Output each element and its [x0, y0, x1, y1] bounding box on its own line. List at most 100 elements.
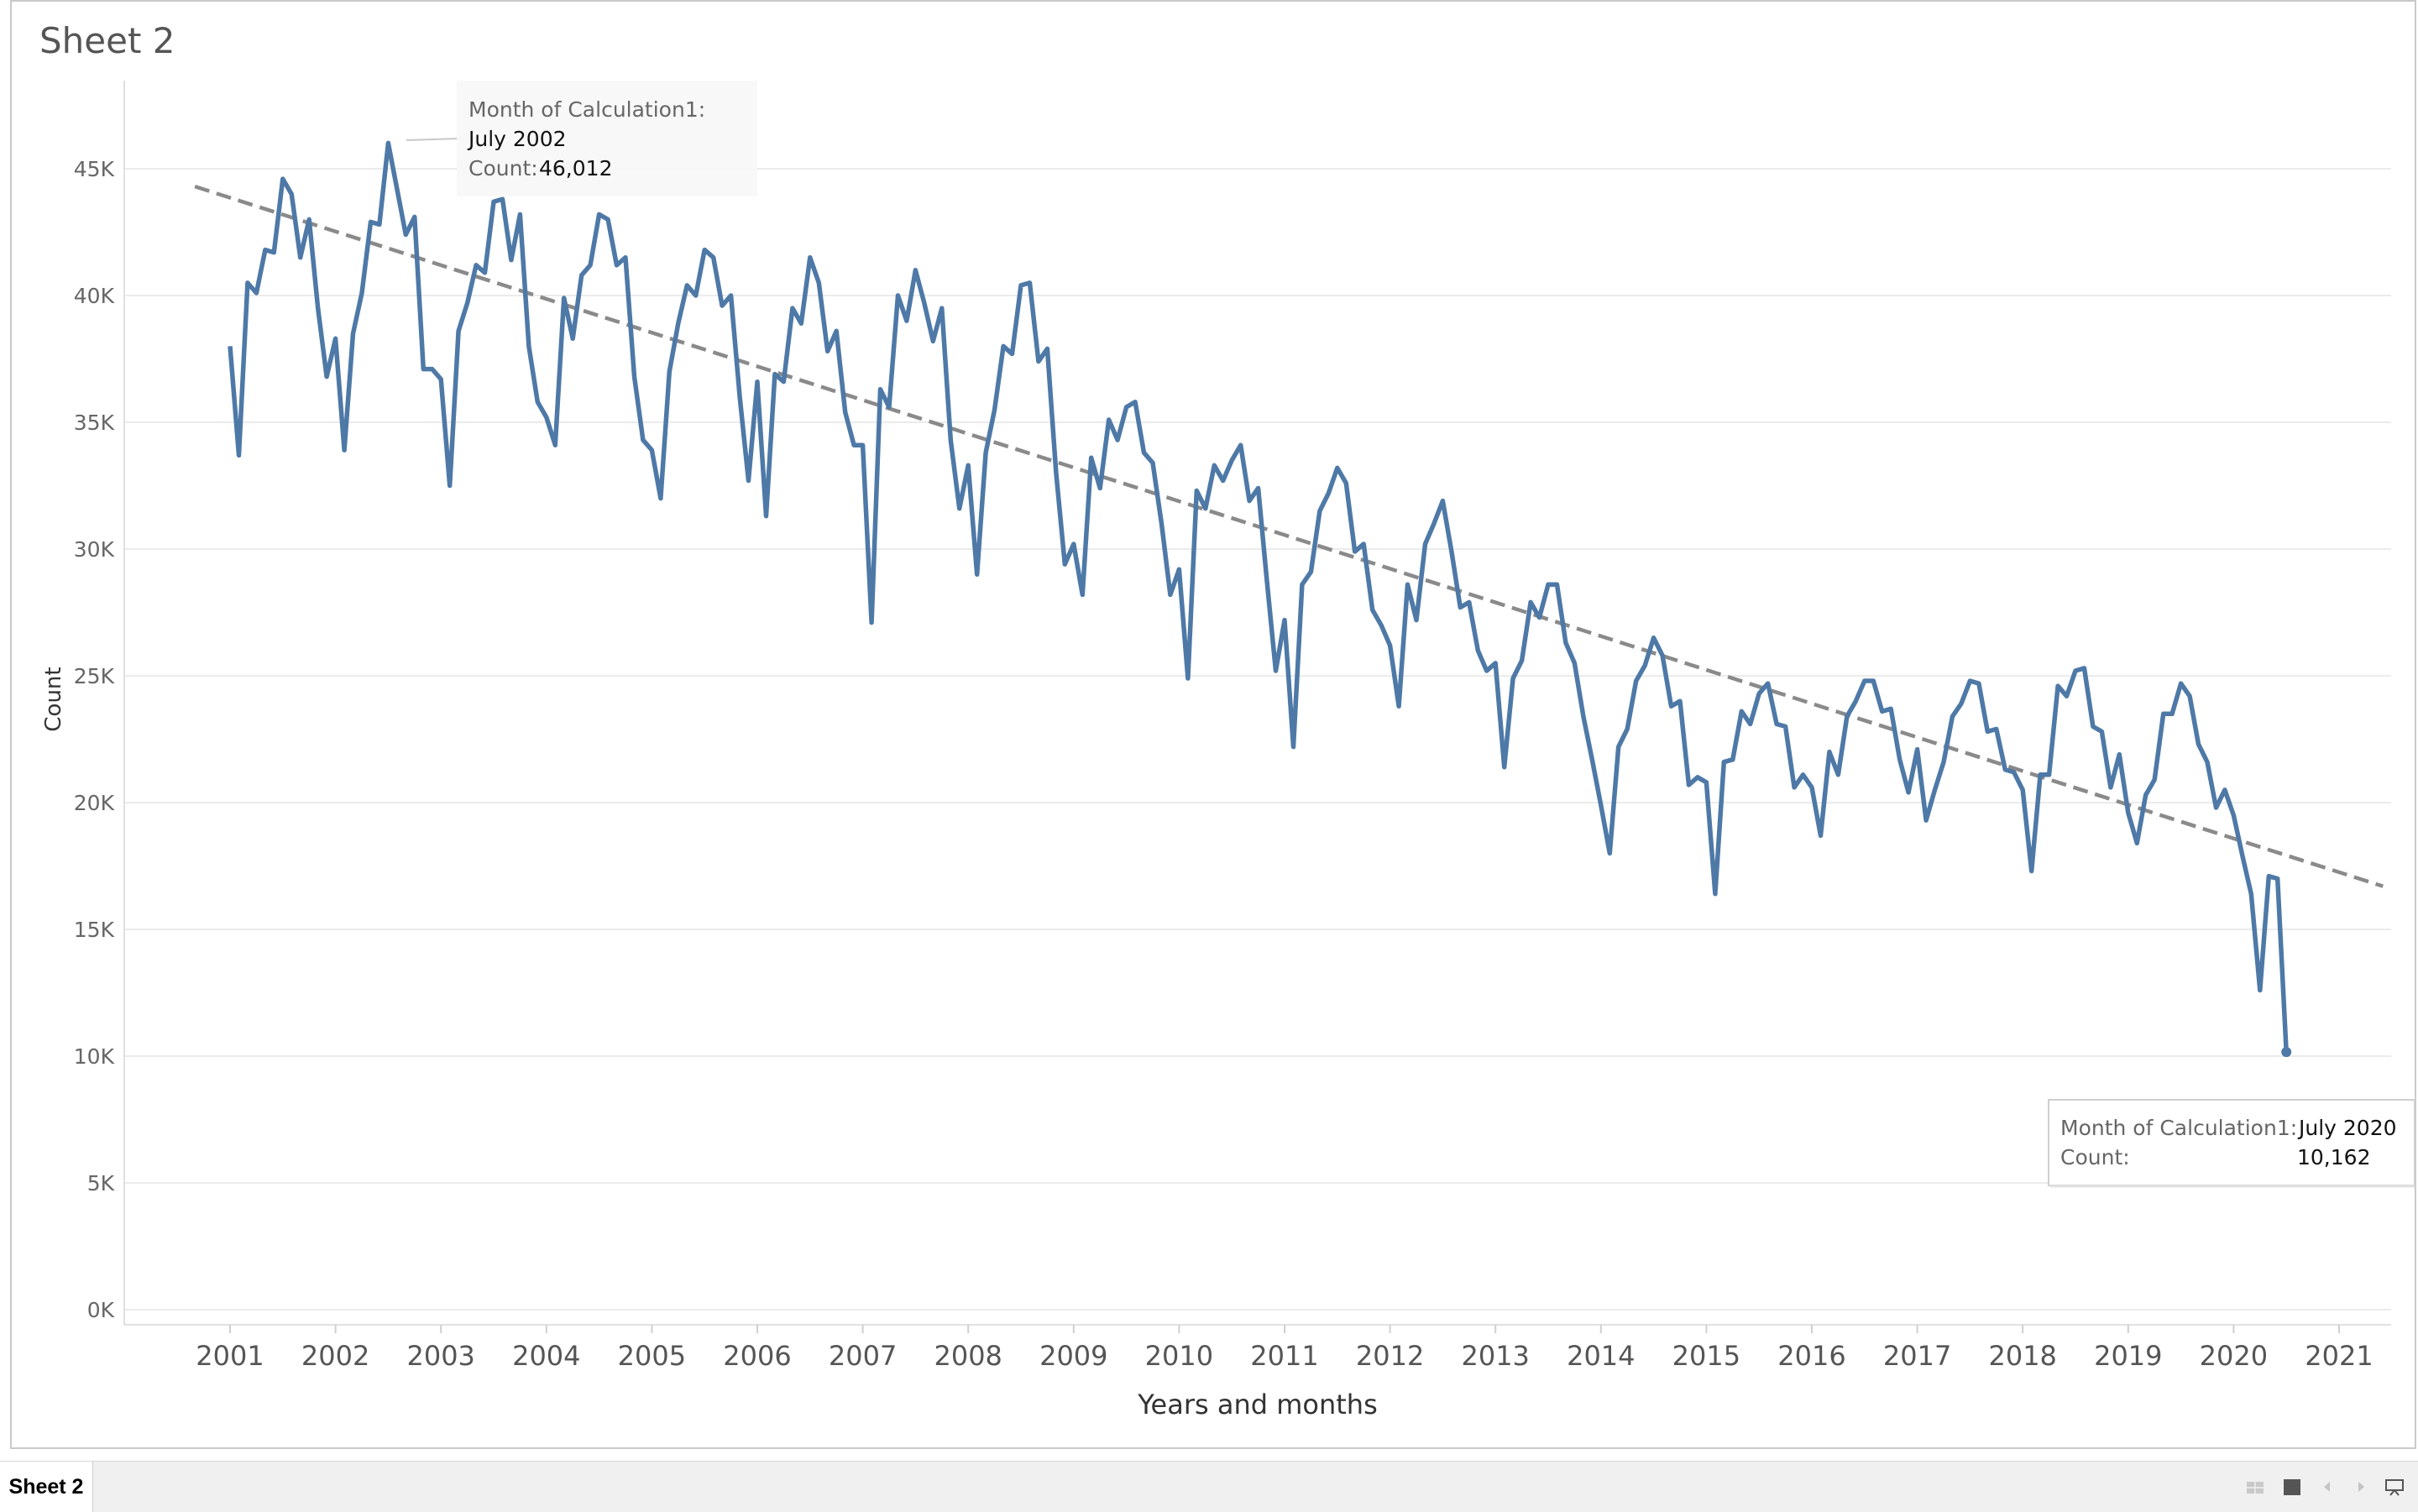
- data-point[interactable]: [1493, 661, 1498, 666]
- data-point[interactable]: [2152, 777, 2157, 782]
- data-point[interactable]: [1274, 668, 1279, 673]
- data-point[interactable]: [1353, 549, 1358, 554]
- data-point[interactable]: [1212, 463, 1217, 468]
- data-point[interactable]: [2258, 987, 2263, 992]
- data-point[interactable]: [1730, 757, 1735, 762]
- data-point[interactable]: [2055, 683, 2060, 688]
- data-point[interactable]: [1888, 706, 1893, 711]
- data-point[interactable]: [1941, 760, 1946, 765]
- data-point[interactable]: [825, 348, 830, 353]
- data-point[interactable]: [1880, 709, 1885, 714]
- data-point[interactable]: [395, 186, 400, 191]
- data-point[interactable]: [1018, 283, 1023, 288]
- data-point[interactable]: [2169, 711, 2175, 716]
- data-point[interactable]: [772, 372, 777, 377]
- data-point[interactable]: [1264, 579, 1269, 584]
- data-point[interactable]: [509, 258, 514, 263]
- data-point[interactable]: [351, 331, 356, 336]
- data-point[interactable]: [1027, 280, 1032, 285]
- data-point[interactable]: [1308, 569, 1313, 574]
- data-point[interactable]: [992, 407, 997, 412]
- data-point[interactable]: [1669, 704, 1674, 709]
- data-point[interactable]: [2231, 813, 2236, 818]
- data-point[interactable]: [605, 217, 610, 222]
- data-point[interactable]: [263, 248, 268, 253]
- data-point[interactable]: [385, 140, 390, 145]
- data-point[interactable]: [570, 336, 575, 341]
- data-point[interactable]: [1923, 818, 1929, 823]
- data-point[interactable]: [1475, 648, 1480, 653]
- previous-sheet-icon[interactable]: [2317, 1477, 2337, 1497]
- data-point[interactable]: [1994, 726, 1999, 731]
- data-point[interactable]: [1686, 782, 1691, 787]
- data-point[interactable]: [535, 400, 540, 405]
- data-point[interactable]: [474, 263, 479, 268]
- data-point[interactable]: [579, 273, 584, 278]
- data-point[interactable]: [588, 263, 593, 268]
- data-point[interactable]: [1194, 489, 1199, 494]
- data-point[interactable]: [1010, 351, 1015, 356]
- data-point[interactable]: [1915, 747, 1920, 752]
- data-point[interactable]: [1388, 643, 1393, 648]
- data-point[interactable]: [1502, 765, 1507, 770]
- data-point[interactable]: [2213, 805, 2218, 810]
- selected-point-marker[interactable]: [2281, 1047, 2292, 1058]
- data-point[interactable]: [2196, 742, 2201, 747]
- data-point[interactable]: [280, 176, 285, 181]
- data-point[interactable]: [1704, 780, 1709, 785]
- data-point[interactable]: [939, 306, 945, 311]
- data-point[interactable]: [298, 255, 303, 260]
- data-point[interactable]: [1871, 678, 1876, 683]
- data-point[interactable]: [465, 301, 470, 306]
- count-series-line[interactable]: [228, 140, 2289, 1053]
- tab-sheet-2[interactable]: Sheet 2: [0, 1462, 93, 1512]
- data-point[interactable]: [316, 306, 321, 311]
- data-point[interactable]: [887, 405, 892, 410]
- data-point[interactable]: [1748, 721, 1753, 726]
- data-point[interactable]: [1563, 641, 1568, 646]
- data-point[interactable]: [1080, 592, 1085, 597]
- data-point[interactable]: [1326, 491, 1331, 496]
- data-point[interactable]: [289, 191, 294, 196]
- data-point[interactable]: [2065, 693, 2070, 698]
- data-point[interactable]: [1933, 787, 1938, 793]
- data-point[interactable]: [500, 196, 505, 201]
- data-point[interactable]: [1229, 458, 1234, 463]
- data-point[interactable]: [1185, 676, 1191, 681]
- data-point[interactable]: [1203, 506, 1208, 511]
- data-point[interactable]: [517, 212, 522, 217]
- data-point[interactable]: [1510, 676, 1515, 681]
- data-point[interactable]: [1959, 701, 1964, 706]
- data-point[interactable]: [851, 442, 856, 447]
- data-point[interactable]: [975, 572, 980, 577]
- grid-view-icon[interactable]: [2245, 1477, 2265, 1497]
- data-point[interactable]: [720, 303, 725, 308]
- data-point[interactable]: [684, 283, 689, 288]
- data-point[interactable]: [2222, 787, 2227, 793]
- data-point[interactable]: [1115, 437, 1120, 442]
- data-point[interactable]: [1405, 582, 1410, 587]
- data-point[interactable]: [1054, 470, 1059, 475]
- data-point[interactable]: [2117, 752, 2122, 757]
- data-point[interactable]: [430, 367, 435, 372]
- data-point[interactable]: [1976, 681, 1981, 686]
- data-point[interactable]: [1440, 499, 1445, 504]
- data-point[interactable]: [816, 280, 821, 285]
- data-point[interactable]: [1142, 450, 1147, 455]
- data-point[interactable]: [438, 377, 443, 382]
- data-point[interactable]: [1300, 582, 1305, 587]
- data-point[interactable]: [1792, 785, 1797, 790]
- data-point[interactable]: [1862, 678, 1867, 683]
- data-point[interactable]: [904, 318, 909, 323]
- data-point[interactable]: [2047, 772, 2052, 777]
- data-point[interactable]: [913, 268, 918, 273]
- data-point[interactable]: [1985, 729, 1990, 734]
- data-point[interactable]: [623, 255, 628, 260]
- data-point[interactable]: [869, 620, 874, 625]
- data-point[interactable]: [1599, 803, 1604, 808]
- data-point[interactable]: [861, 442, 866, 447]
- data-point[interactable]: [1071, 541, 1076, 547]
- data-point[interactable]: [1458, 604, 1463, 610]
- data-point[interactable]: [1695, 775, 1700, 780]
- data-point[interactable]: [2020, 787, 2025, 793]
